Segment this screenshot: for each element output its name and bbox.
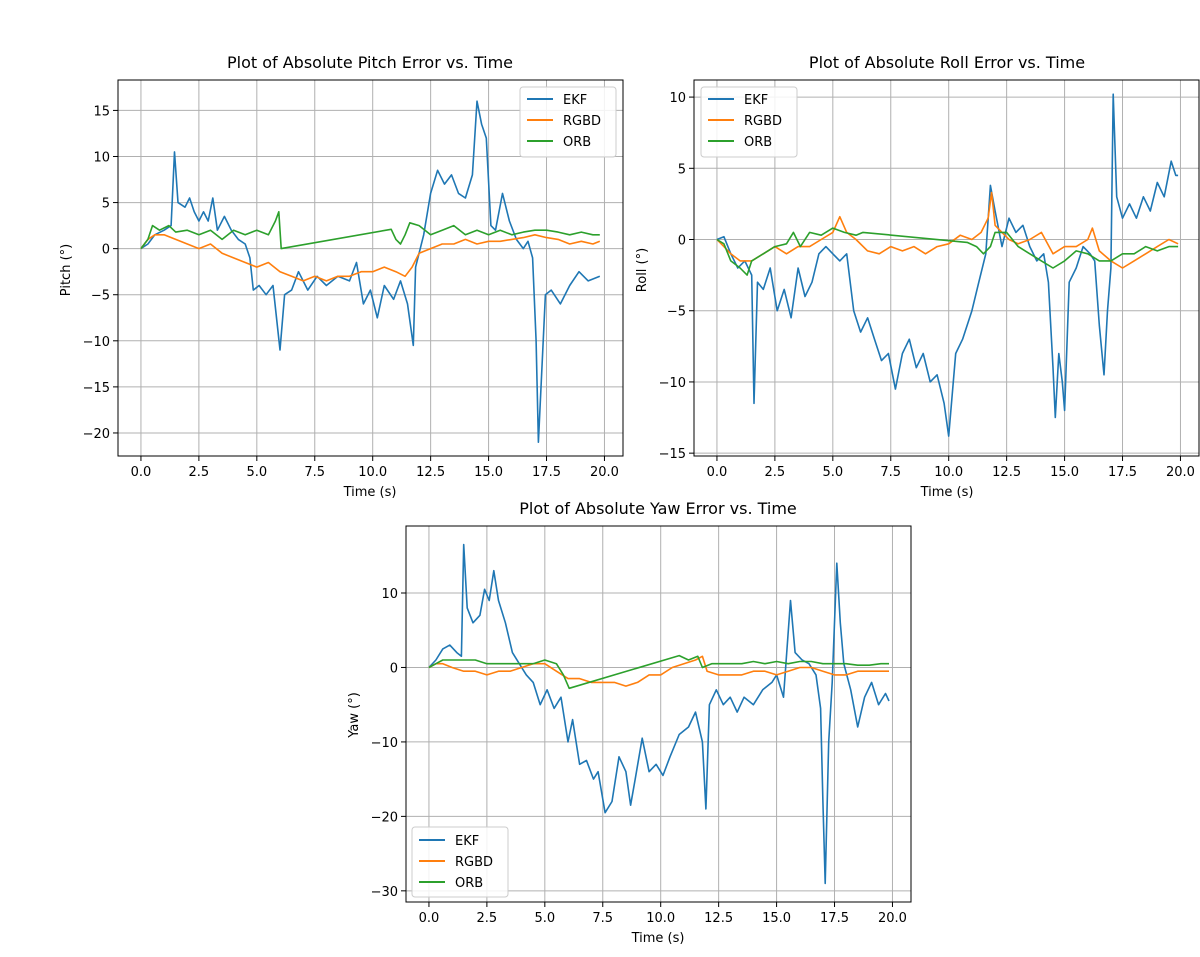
roll-ytick-label: −15 [659,447,686,462]
pitch-xtick-label: 2.5 [189,465,210,480]
roll-subplot: Plot of Absolute Roll Error vs. Time Tim… [635,53,1200,500]
yaw-xtick-label: 12.5 [704,911,733,926]
roll-title: Plot of Absolute Roll Error vs. Time [809,53,1085,72]
yaw-xtick-label: 5.0 [534,911,555,926]
yaw-subplot: Plot of Absolute Yaw Error vs. Time Time… [347,499,912,946]
pitch-legend-box [519,86,617,158]
yaw-lines [428,543,890,885]
yaw-title: Plot of Absolute Yaw Error vs. Time [519,499,797,518]
pitch-series-ekf-line [140,100,601,444]
yaw-ytick-label: −30 [371,885,398,900]
pitch-xtick-label: 15.0 [474,465,503,480]
roll-ytick-label: 5 [678,162,686,177]
pitch-grid [118,80,623,456]
pitch-ytick-label: 5 [102,197,110,212]
pitch-ytick-label: −5 [91,289,110,304]
pitch-legend: EKF RGBD ORB [519,86,617,158]
pitch-legend-orb-label: ORB [563,135,591,150]
pitch-axes-frame [117,79,624,457]
roll-xtick-label: 5.0 [822,465,843,480]
yaw-ytick-label: 0 [390,661,398,676]
pitch-xticks: 0.0 2.5 5.0 7.5 10.0 12.5 15.0 17.5 20.0 [131,456,619,480]
pitch-ytick-label: −15 [83,381,110,396]
yaw-ylabel: Yaw (°) [347,692,362,739]
pitch-legend-rgbd-label: RGBD [563,114,601,129]
pitch-ytick-label: −20 [83,427,110,442]
yaw-legend: EKF RGBD ORB [411,826,509,898]
yaw-series-ekf-line [428,543,890,885]
roll-legend-box [700,86,798,158]
pitch-lines [140,100,601,444]
roll-xtick-label: 10.0 [934,465,963,480]
roll-lines [716,93,1179,437]
pitch-ytick-label: 0 [102,243,110,258]
roll-xtick-label: 17.5 [1108,465,1137,480]
pitch-xtick-label: 5.0 [246,465,267,480]
roll-ytick-label: −5 [667,305,686,320]
roll-legend: EKF RGBD ORB [700,86,798,158]
roll-ytick-label: −10 [659,376,686,391]
yaw-yticks: 10 0 −10 −20 −30 [371,587,406,900]
yaw-ytick-label: 10 [381,587,398,602]
pitch-xlabel: Time (s) [343,485,397,500]
roll-xtick-label: 12.5 [992,465,1021,480]
yaw-xtick-label: 7.5 [592,911,613,926]
pitch-xtick-label: 7.5 [304,465,325,480]
pitch-xtick-label: 10.0 [358,465,387,480]
roll-legend-ekf-label: EKF [744,93,768,108]
roll-xtick-label: 15.0 [1050,465,1079,480]
pitch-yticks: 15 10 5 0 −5 −10 −15 −20 [83,104,118,442]
roll-xticks: 0.0 2.5 5.0 7.5 10.0 12.5 15.0 17.5 20.0 [707,456,1195,480]
pitch-series-rgbd-line [140,234,601,282]
roll-legend-rgbd-label: RGBD [744,114,782,129]
yaw-series-rgbd-line [428,655,889,687]
roll-axes-frame [693,79,1200,457]
pitch-xtick-label: 17.5 [532,465,561,480]
pitch-xtick-label: 20.0 [590,465,619,480]
yaw-xtick-label: 2.5 [477,911,498,926]
roll-yticks: 10 5 0 −5 −10 −15 [659,91,694,462]
yaw-xtick-label: 17.5 [820,911,849,926]
yaw-ytick-label: −20 [371,810,398,825]
pitch-subplot: Plot of Absolute Pitch Error vs. Time Ti… [59,53,624,500]
pitch-xtick-label: 0.0 [131,465,152,480]
pitch-legend-ekf-label: EKF [563,93,587,108]
yaw-legend-rgbd-label: RGBD [455,855,493,870]
yaw-xtick-label: 15.0 [762,911,791,926]
pitch-series-orb-line [140,211,600,250]
yaw-axes-frame [405,525,912,903]
yaw-legend-ekf-label: EKF [455,834,479,849]
yaw-xtick-label: 20.0 [878,911,907,926]
pitch-title: Plot of Absolute Pitch Error vs. Time [227,53,513,72]
pitch-ytick-label: 15 [93,104,110,119]
roll-xtick-label: 0.0 [707,465,728,480]
roll-xtick-label: 20.0 [1166,465,1195,480]
pitch-ylabel: Pitch (°) [59,244,74,296]
roll-xtick-label: 7.5 [880,465,901,480]
yaw-xtick-label: 0.0 [419,911,440,926]
roll-ytick-label: 10 [669,91,686,106]
roll-series-orb-line [716,227,1179,276]
roll-xlabel: Time (s) [920,485,974,500]
roll-ylabel: Roll (°) [635,248,650,292]
yaw-ytick-label: −10 [371,736,398,751]
yaw-xticks: 0.0 2.5 5.0 7.5 10.0 12.5 15.0 17.5 20.0 [419,902,907,926]
yaw-legend-box [411,826,509,898]
yaw-xtick-label: 10.0 [646,911,675,926]
yaw-legend-orb-label: ORB [455,876,483,891]
roll-xtick-label: 2.5 [765,465,786,480]
roll-series-rgbd-line [716,191,1179,269]
roll-legend-orb-label: ORB [744,135,772,150]
yaw-xlabel: Time (s) [631,931,685,946]
roll-ytick-label: 0 [678,234,686,249]
pitch-ytick-label: −10 [83,335,110,350]
yaw-series-orb-line [428,654,889,690]
pitch-xtick-label: 12.5 [416,465,445,480]
roll-series-ekf-line [716,93,1179,437]
pitch-ytick-label: 10 [93,150,110,165]
